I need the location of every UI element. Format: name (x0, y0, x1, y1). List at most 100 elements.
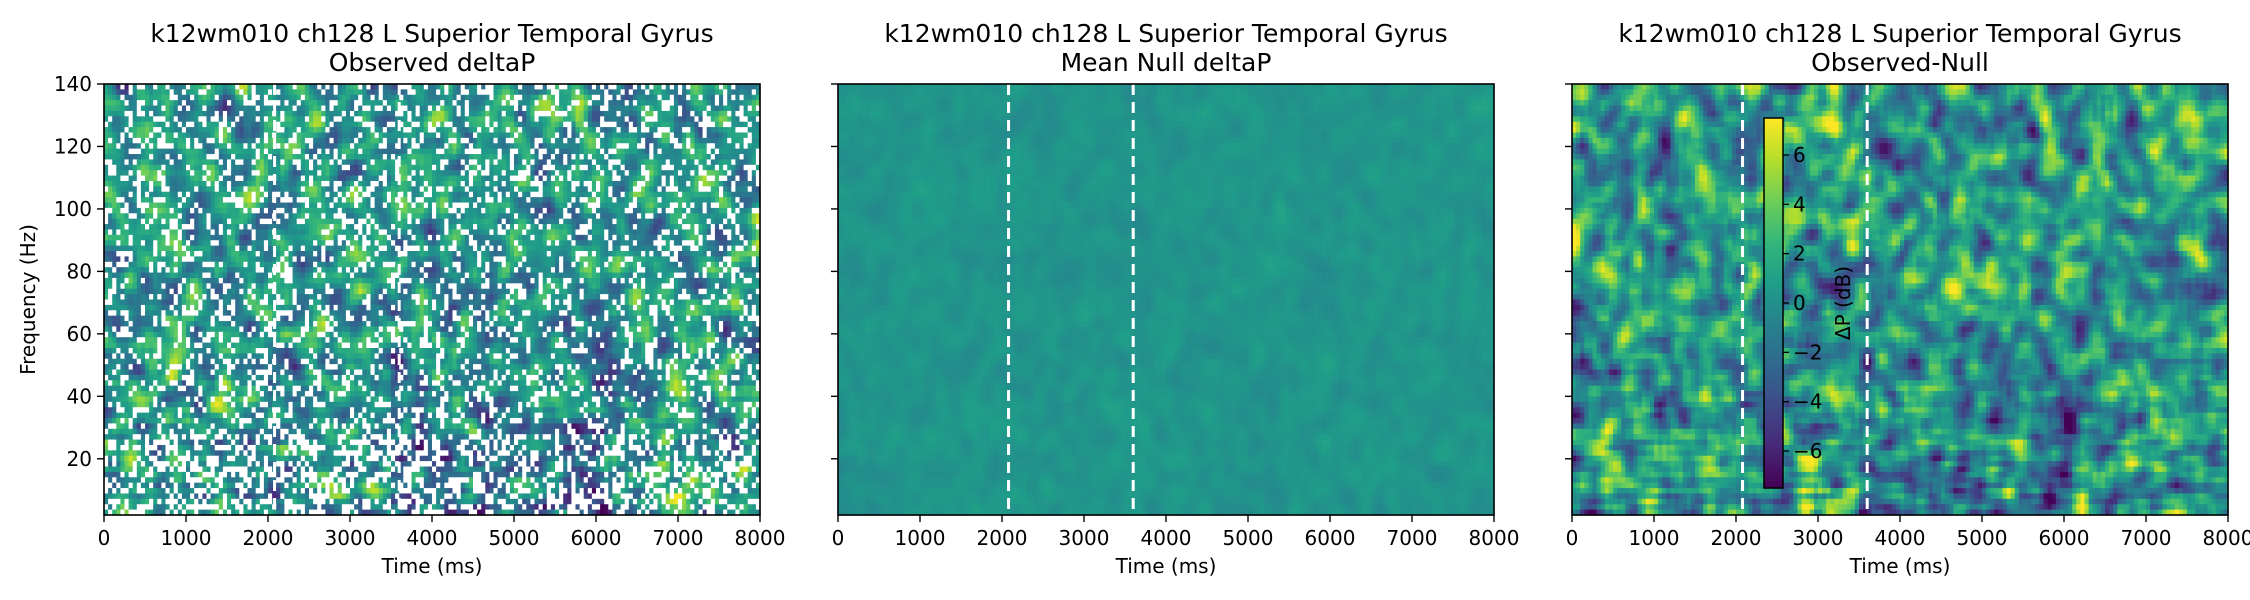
heatmap-cell (284, 100, 289, 106)
heatmap-cell (252, 89, 257, 95)
heatmap-cell (141, 89, 146, 95)
heatmap-cell (457, 149, 462, 155)
heatmap-cell (559, 127, 564, 133)
heatmap-cell (125, 84, 130, 90)
heatmap-cell (149, 208, 154, 214)
heatmap-cell (629, 208, 634, 214)
heatmap-cell (432, 138, 437, 144)
heatmap-cell (543, 224, 548, 230)
heatmap-cell (735, 106, 740, 112)
heatmap-cell (666, 100, 671, 106)
heatmap-cell (112, 181, 117, 187)
heatmap-cell (567, 84, 572, 90)
heatmap-cell (358, 159, 363, 165)
heatmap-cell (293, 138, 298, 144)
heatmap-cell (662, 132, 667, 138)
heatmap-cell (350, 159, 355, 165)
heatmap-cell (612, 89, 617, 95)
heatmap-cell (494, 106, 499, 112)
heatmap-cell (387, 116, 392, 122)
heatmap-cell (539, 138, 544, 144)
heatmap-cell (366, 95, 371, 101)
heatmap-cell (535, 100, 540, 106)
heatmap-cell (338, 165, 343, 171)
heatmap-cell (662, 116, 667, 122)
heatmap-cell (723, 213, 728, 219)
heatmap-cell (645, 138, 650, 144)
heatmap-cell (485, 203, 490, 209)
heatmap-cell (317, 116, 322, 122)
heatmap-cell (563, 197, 568, 203)
heatmap-cell (354, 122, 359, 128)
heatmap-cell (748, 122, 753, 128)
heatmap-cell (424, 127, 429, 133)
heatmap-cell (686, 138, 691, 144)
heatmap-cell (379, 149, 384, 155)
heatmap-cell (403, 149, 408, 155)
heatmap-cell (219, 203, 224, 209)
heatmap-cell (190, 89, 195, 95)
heatmap-cell (186, 208, 191, 214)
heatmap-cell (748, 143, 753, 149)
heatmap-cell (120, 176, 125, 182)
heatmap-cell (379, 116, 384, 122)
heatmap-cell (662, 165, 667, 171)
heatmap-cell (510, 154, 515, 160)
heatmap-cell (248, 138, 253, 144)
heatmap-cell (530, 84, 535, 90)
heatmap-cell (707, 89, 712, 95)
heatmap-cell (690, 84, 695, 90)
heatmap-cell (641, 219, 646, 225)
heatmap-cell (289, 84, 294, 90)
heatmap-cell (690, 106, 695, 112)
heatmap-cell (694, 127, 699, 133)
heatmap-cell (506, 143, 511, 149)
heatmap-cell (645, 132, 650, 138)
heatmap-cell (621, 143, 626, 149)
heatmap-cell (596, 132, 601, 138)
heatmap-cell (194, 89, 199, 95)
heatmap-cell (297, 154, 302, 160)
heatmap-cell (744, 149, 749, 155)
heatmap-cell (522, 89, 527, 95)
heatmap-cell (547, 84, 552, 90)
heatmap-cell (592, 111, 597, 117)
heatmap-cell (444, 154, 449, 160)
heatmap-cell (645, 127, 650, 133)
heatmap-cell (571, 224, 576, 230)
heatmap-cell (440, 165, 445, 171)
heatmap-cell (342, 165, 347, 171)
heatmap-cell (420, 203, 425, 209)
heatmap-cell (260, 127, 265, 133)
heatmap-cell (412, 213, 417, 219)
heatmap-cell (280, 154, 285, 160)
heatmap-cell (268, 208, 273, 214)
heatmap-cell (116, 143, 121, 149)
heatmap-cell (362, 143, 367, 149)
heatmap-cell (186, 154, 191, 160)
heatmap-cell (371, 176, 376, 182)
heatmap-cell (330, 89, 335, 95)
heatmap-cell (301, 84, 306, 90)
heatmap-cell (108, 213, 113, 219)
heatmap-cell (321, 197, 326, 203)
heatmap-cell (293, 213, 298, 219)
heatmap-cell (133, 197, 138, 203)
heatmap-cell (604, 143, 609, 149)
heatmap-cell (723, 192, 728, 198)
heatmap-cell (666, 203, 671, 209)
heatmap-cell (334, 229, 339, 235)
heatmap-cell (202, 132, 207, 138)
heatmap-cell (252, 197, 257, 203)
heatmap-cell (567, 213, 572, 219)
heatmap-cell (157, 127, 162, 133)
heatmap-cell (129, 132, 134, 138)
heatmap-cell (662, 181, 667, 187)
heatmap-cell (342, 208, 347, 214)
heatmap-cell (416, 159, 421, 165)
heatmap-cell (313, 219, 318, 225)
heatmap-cell (301, 192, 306, 198)
heatmap-cell (502, 127, 507, 133)
heatmap-cell (231, 106, 236, 112)
heatmap-cell (137, 122, 142, 128)
